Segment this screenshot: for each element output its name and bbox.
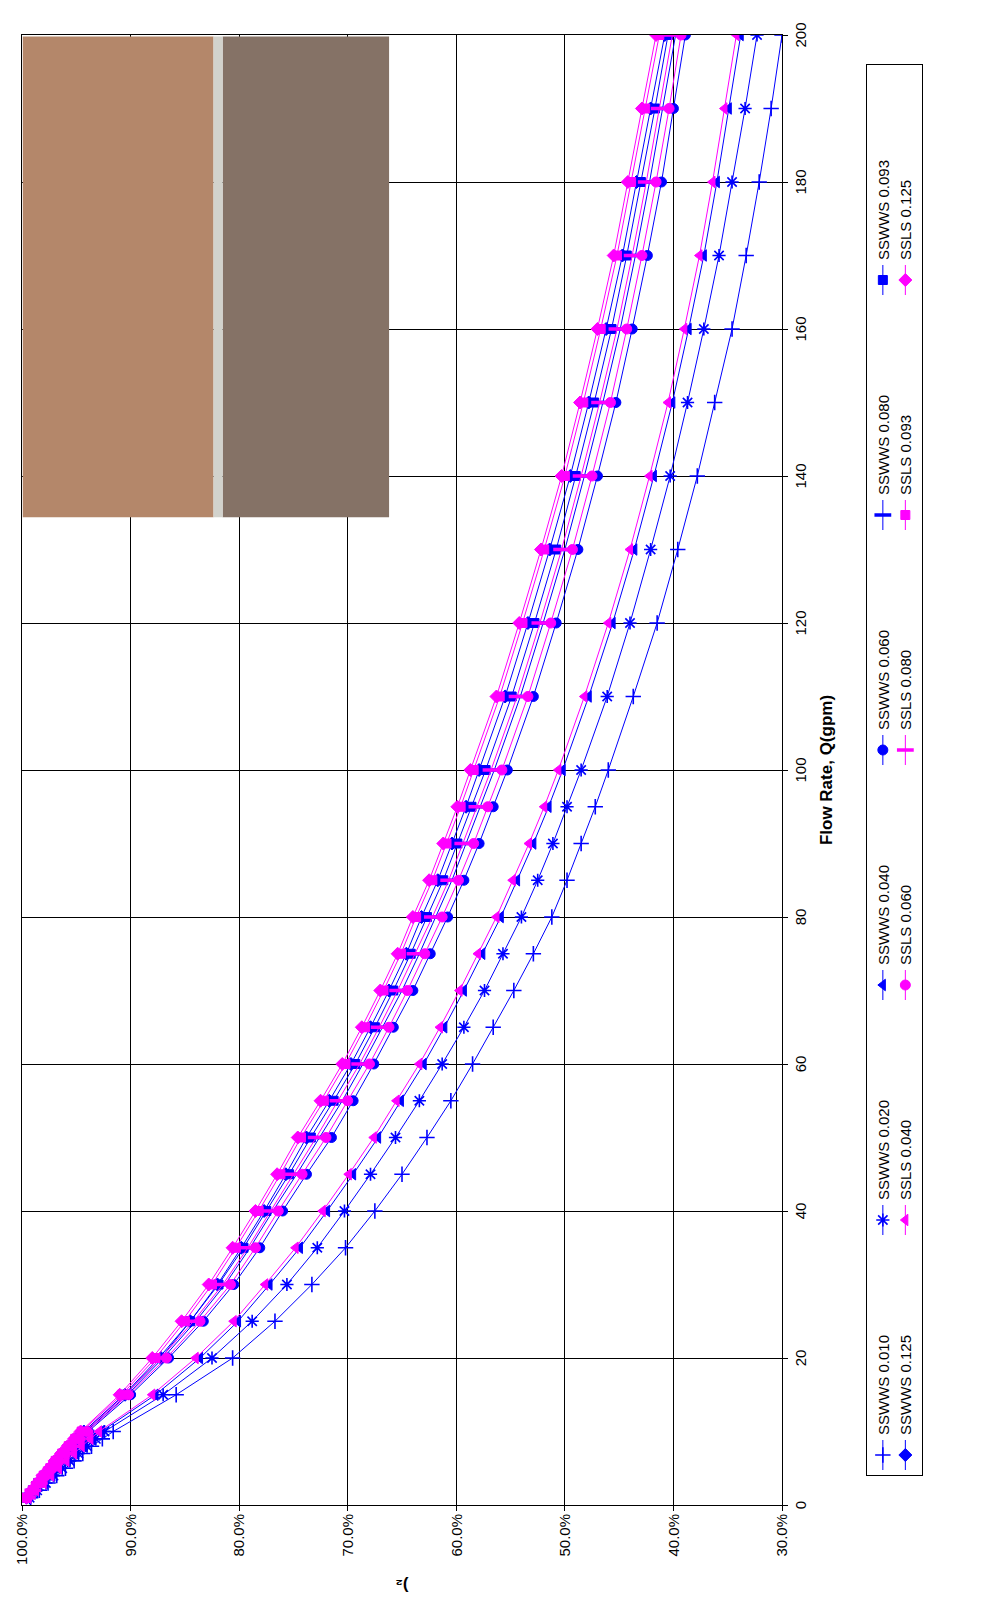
svg-text:180: 180 [792, 169, 809, 194]
svg-text:100: 100 [792, 757, 809, 782]
svg-text:SSLS 0.060: SSLS 0.060 [897, 885, 914, 965]
svg-text:20: 20 [792, 1350, 809, 1367]
svg-text:SSWWS 0.125: SSWWS 0.125 [897, 1335, 914, 1435]
svg-text:SSLS 0.040: SSLS 0.040 [897, 1120, 914, 1200]
svg-text:40.0%: 40.0% [665, 1514, 682, 1557]
svg-text:SSWWS 0.093: SSWWS 0.093 [875, 160, 892, 260]
svg-text:70.0%: 70.0% [339, 1514, 356, 1557]
svg-text:)₂: )₂ [395, 1576, 408, 1595]
svg-text:140: 140 [792, 463, 809, 488]
svg-text:0: 0 [792, 1501, 809, 1509]
svg-text:160: 160 [792, 316, 809, 341]
svg-text:SSWWS 0.080: SSWWS 0.080 [875, 395, 892, 495]
svg-text:SSLS 0.093: SSLS 0.093 [897, 415, 914, 495]
svg-text:SSWWS 0.010: SSWWS 0.010 [875, 1335, 892, 1435]
svg-text:40: 40 [792, 1203, 809, 1220]
svg-text:100.0%: 100.0% [13, 1514, 30, 1565]
svg-text:80: 80 [792, 909, 809, 926]
svg-text:30.0%: 30.0% [773, 1514, 790, 1557]
svg-text:80.0%: 80.0% [230, 1514, 247, 1557]
svg-text:90.0%: 90.0% [122, 1514, 139, 1557]
svg-text:Flow Rate, Q(gpm): Flow Rate, Q(gpm) [817, 695, 836, 845]
svg-text:200: 200 [792, 22, 809, 47]
svg-text:SSWWS 0.020: SSWWS 0.020 [875, 1100, 892, 1200]
svg-text:SSWWS 0.060: SSWWS 0.060 [875, 630, 892, 730]
svg-text:120: 120 [792, 610, 809, 635]
svg-text:50.0%: 50.0% [556, 1514, 573, 1557]
svg-text:SSWWS 0.040: SSWWS 0.040 [875, 865, 892, 965]
svg-text:SSLS 0.080: SSLS 0.080 [897, 650, 914, 730]
svg-text:60: 60 [792, 1056, 809, 1073]
svg-text:SSLS 0.125: SSLS 0.125 [897, 180, 914, 260]
svg-text:60.0%: 60.0% [448, 1514, 465, 1557]
